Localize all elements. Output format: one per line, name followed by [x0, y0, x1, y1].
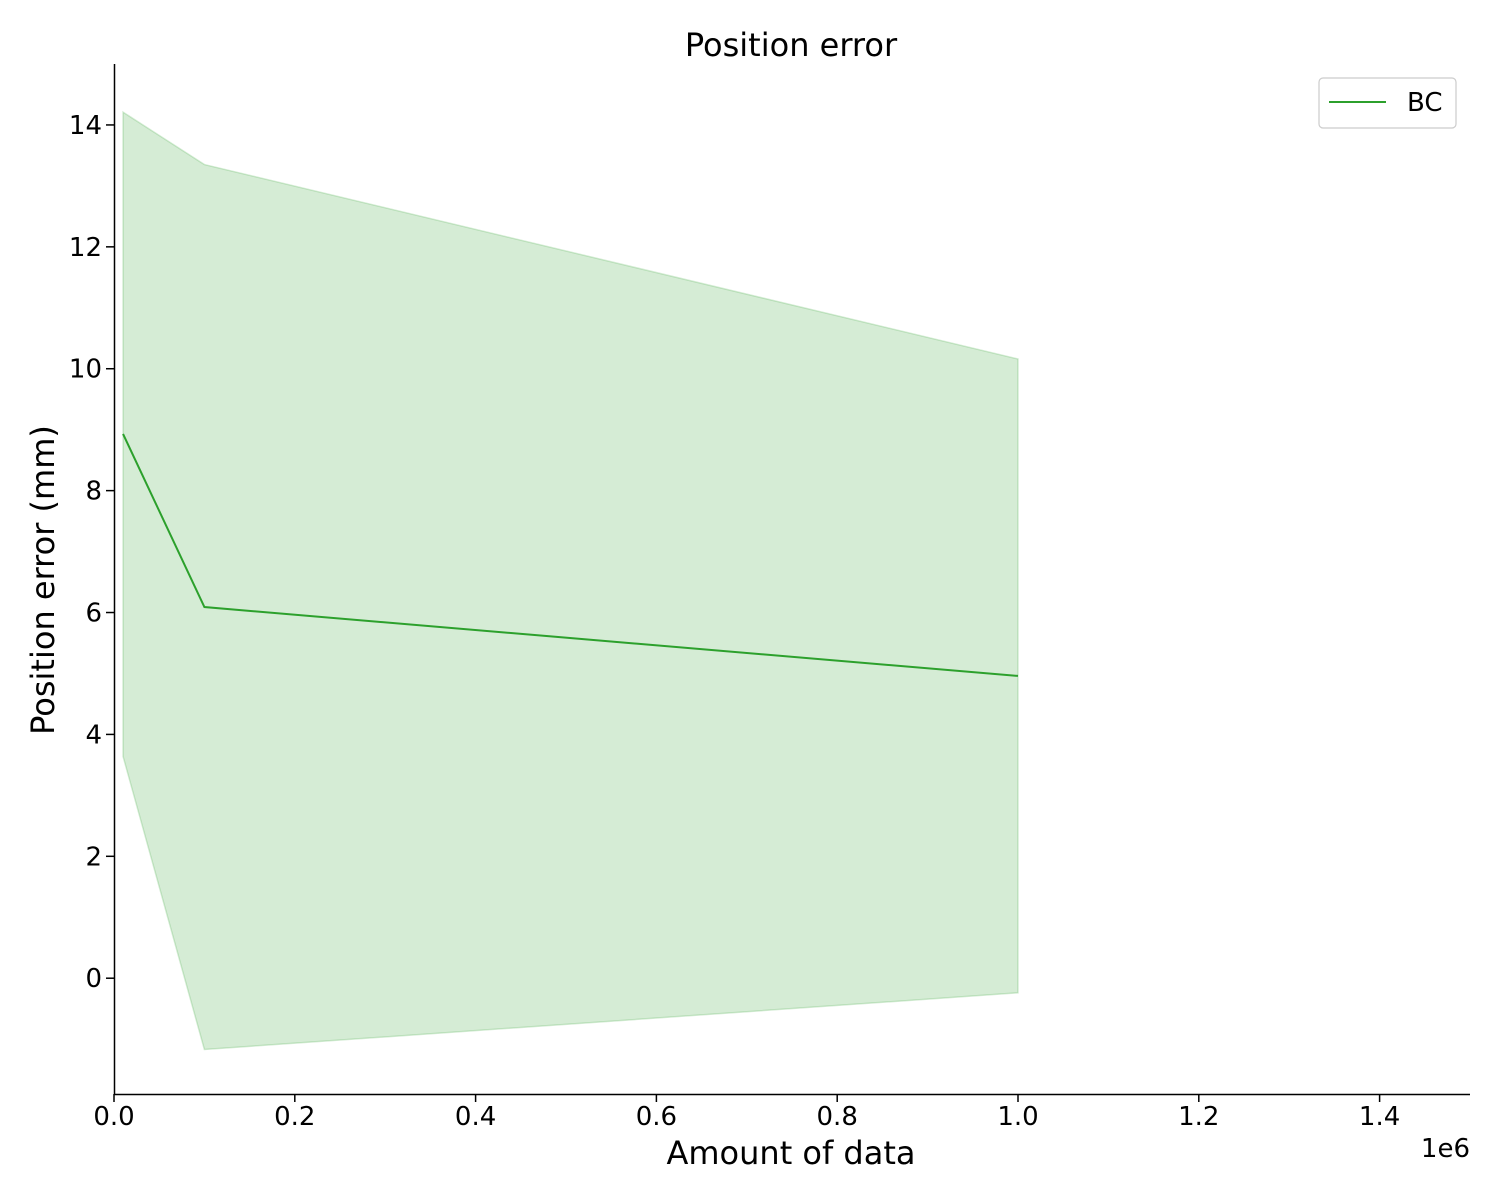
- y-tick-label: 6: [85, 599, 102, 629]
- legend-label: BC: [1407, 88, 1443, 118]
- x-tick-label: 0.2: [274, 1102, 315, 1132]
- x-tick-label: 1.4: [1359, 1102, 1400, 1132]
- series-line-0: [122, 433, 1019, 677]
- y-axis-ticks: 0 2 4 6 8 10 12 14: [69, 111, 114, 994]
- y-tick-label: 0: [85, 964, 102, 994]
- y-tick-label: 4: [85, 720, 102, 750]
- legend-box: [1318, 77, 1457, 129]
- x-axis-offset-label: 1e6: [1421, 1134, 1470, 1164]
- y-tick-label: 8: [85, 477, 102, 507]
- y-tick-label: 12: [69, 233, 102, 263]
- y-tick-label: 14: [69, 111, 102, 141]
- x-axis-title: Amount of data: [666, 1134, 915, 1172]
- x-tick-label: 1.0: [997, 1102, 1038, 1132]
- confidence-band-0: [122, 110, 1019, 1051]
- legend: BC: [1318, 77, 1457, 129]
- x-tick-label: 1.2: [1178, 1102, 1219, 1132]
- chart-title: Position error: [685, 26, 898, 64]
- y-tick-label: 2: [85, 842, 102, 872]
- plot-area: [122, 110, 1019, 1051]
- y-axis-title: Position error (mm): [24, 425, 62, 735]
- x-axis-ticks: 0.0 0.2 0.4 0.6 0.8 1.0 1.2 1.4: [93, 1094, 1400, 1132]
- x-tick-label: 0.0: [93, 1102, 134, 1132]
- x-tick-label: 0.4: [455, 1102, 496, 1132]
- x-tick-label: 0.8: [817, 1102, 858, 1132]
- y-tick-label: 10: [69, 355, 102, 385]
- x-tick-label: 0.6: [636, 1102, 677, 1132]
